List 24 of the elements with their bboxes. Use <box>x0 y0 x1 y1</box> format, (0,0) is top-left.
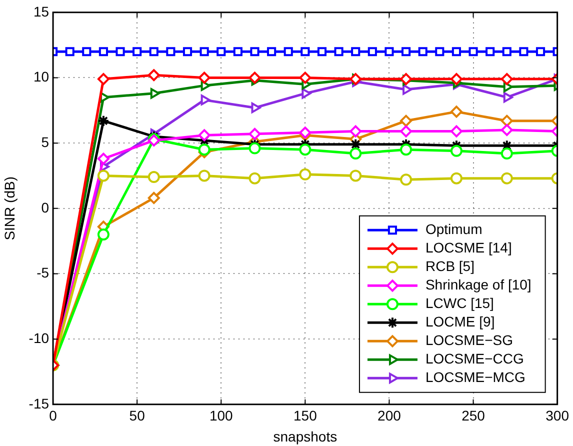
x-tick-label: 50 <box>129 408 146 424</box>
y-tick-label: 10 <box>33 68 50 85</box>
legend-label: LOCSME−CCG <box>425 350 524 367</box>
y-tick-label: -5 <box>36 264 50 281</box>
legend-label: LOCSME−SG <box>425 332 514 348</box>
y-tick-label: 15 <box>33 3 50 20</box>
y-tick-label: -10 <box>28 330 50 346</box>
legend-label: LCWC [15] <box>425 295 494 312</box>
x-tick-label: 100 <box>209 408 234 424</box>
x-tick-label: 300 <box>546 408 570 424</box>
x-axis-title: snapshots <box>273 428 338 444</box>
y-axis-title: SINR (dB) <box>1 176 18 240</box>
legend-label: LOCME [9] <box>425 314 495 330</box>
y-tick-label: -15 <box>28 395 50 412</box>
legend-label: LOCSME [14] <box>425 240 512 256</box>
legend-label: LOCSME−MCG <box>425 369 526 386</box>
legend-label: Optimum <box>425 221 482 238</box>
legend-label: RCB [5] <box>425 258 474 274</box>
y-tick-label: 5 <box>41 134 50 150</box>
x-tick-label: 150 <box>294 408 318 424</box>
x-tick-label: 250 <box>462 408 486 424</box>
y-tick-label: 0 <box>41 199 50 216</box>
x-tick-label: 200 <box>378 408 402 424</box>
legend-label: Shrinkage of [10] <box>425 276 532 293</box>
